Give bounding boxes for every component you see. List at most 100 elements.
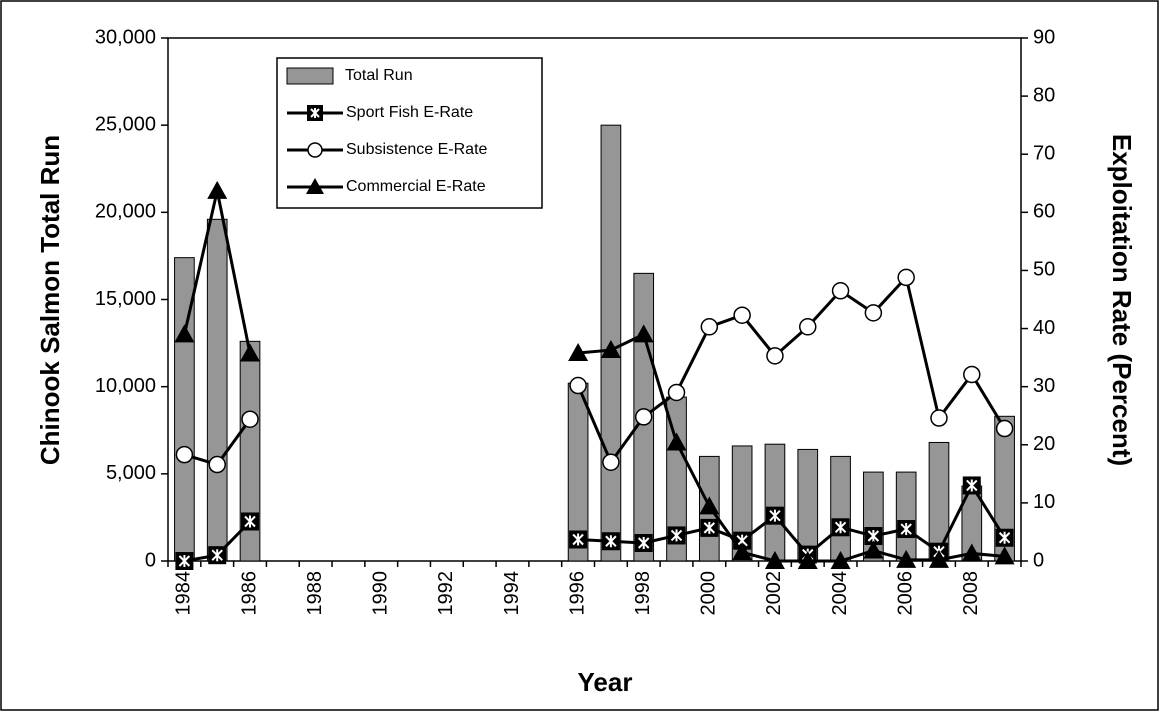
marker-circle	[799, 318, 817, 336]
x-tick-label: 2000	[698, 571, 720, 616]
marker-triangle	[863, 540, 884, 559]
marker-circle	[733, 306, 751, 324]
legend-label: Commercial E-Rate	[346, 178, 486, 195]
marker-triangle	[994, 546, 1015, 565]
marker-x	[900, 523, 912, 536]
y2-tick-label: 60	[1033, 201, 1055, 223]
x-tick-label: 2006	[894, 571, 916, 616]
marker-triangle	[797, 551, 818, 569]
marker-circle	[766, 347, 784, 365]
marker-circle	[995, 419, 1014, 438]
marker-x	[211, 549, 223, 562]
bar	[830, 455, 851, 562]
marker-square-x	[667, 526, 686, 545]
bar	[206, 218, 228, 562]
marker-x	[572, 533, 584, 546]
marker-square-x	[634, 533, 653, 552]
x-tick-label: 2008	[960, 571, 982, 616]
marker-circle	[831, 282, 850, 300]
legend-label: Subsistence E-Rate	[346, 141, 488, 158]
x-tick-label: 1998	[632, 571, 654, 616]
marker-x	[638, 536, 650, 549]
x-tick-label: 1994	[501, 571, 523, 616]
marker-x	[244, 515, 256, 528]
marker-triangle	[732, 542, 753, 561]
marker-square-x	[831, 518, 850, 537]
marker-square-x	[241, 512, 260, 531]
x-axis-title: Year	[578, 667, 633, 697]
marker-x	[178, 555, 191, 567]
marker-circle	[864, 304, 883, 322]
bar	[764, 443, 786, 562]
x-tick-label: 1990	[370, 571, 392, 616]
marker-triangle	[928, 549, 949, 568]
legend: Total Run Sport Fish E-Rate Subsistence E-…	[276, 57, 543, 209]
marker-circle	[208, 455, 226, 474]
bar	[895, 471, 917, 562]
marker-circle	[930, 409, 948, 427]
marker-triangle	[699, 496, 720, 515]
marker-square-x	[569, 530, 588, 549]
marker-square-x	[864, 527, 883, 546]
marker-circle	[963, 365, 981, 384]
marker-circle	[634, 408, 653, 426]
marker-triangle	[633, 324, 654, 343]
marker-triangle	[568, 342, 589, 361]
marker-x	[966, 479, 978, 492]
legend-marker-x	[310, 108, 320, 118]
x-tick-label: 1986	[238, 571, 260, 616]
y2-tick-label: 90	[1033, 26, 1055, 48]
marker-triangle	[961, 543, 982, 562]
x-tick-label: 1996	[566, 571, 588, 616]
marker-x	[867, 530, 880, 543]
marker-x	[605, 535, 617, 548]
x-tick-label: 2004	[829, 571, 851, 616]
bar	[239, 340, 261, 562]
marker-square-x	[208, 546, 227, 565]
legend-label: Total Run	[345, 67, 413, 84]
y2-tick-label: 70	[1033, 143, 1055, 165]
y-tick-label: 10,000	[95, 375, 156, 397]
x-tick-label: 1988	[304, 571, 326, 616]
marker-triangle	[666, 432, 687, 451]
y-tick-label: 15,000	[95, 288, 156, 310]
y-tick-label: 30,000	[95, 26, 156, 48]
x-tick-label: 2002	[763, 571, 785, 616]
marker-x	[769, 509, 781, 522]
y2-tick-label: 50	[1033, 259, 1055, 281]
y-axis-title: Chinook Salmon Total Run	[35, 135, 65, 465]
y2-tick-label: 40	[1033, 317, 1055, 339]
legend-swatch	[286, 67, 334, 85]
marker-x	[703, 521, 716, 534]
marker-square-x	[897, 520, 916, 539]
y-tick-label: 20,000	[95, 201, 156, 223]
marker-square-x	[601, 532, 620, 551]
y2-tick-label: 30	[1033, 375, 1055, 397]
marker-square-x	[962, 476, 981, 495]
marker-square-x	[765, 506, 784, 525]
legend-marker	[307, 142, 323, 158]
legend-label: Sport Fish E-Rate	[346, 104, 473, 121]
marker-circle	[700, 318, 719, 336]
marker-x	[670, 529, 683, 542]
marker-triangle	[240, 343, 261, 362]
y-tick-label: 25,000	[95, 113, 156, 135]
x-tick-label: 1984	[173, 571, 195, 616]
y2-tick-label: 0	[1033, 549, 1044, 571]
marker-square-x	[995, 528, 1014, 547]
marker-triangle	[207, 180, 228, 199]
y2-tick-label: 80	[1033, 84, 1055, 106]
y-tick-label: 0	[145, 549, 156, 571]
marker-triangle	[896, 549, 917, 568]
y2-tick-label: 10	[1033, 491, 1055, 513]
marker-triangle	[600, 340, 621, 359]
marker-circle	[569, 376, 587, 395]
y-tick-label: 5,000	[106, 462, 156, 484]
marker-circle	[667, 383, 686, 402]
marker-x	[834, 521, 847, 534]
y2-axis-title: Exploitation Rate (Percent)	[1107, 134, 1137, 466]
marker-circle	[897, 268, 915, 287]
marker-square-x	[175, 552, 194, 570]
marker-square-x	[700, 518, 719, 537]
